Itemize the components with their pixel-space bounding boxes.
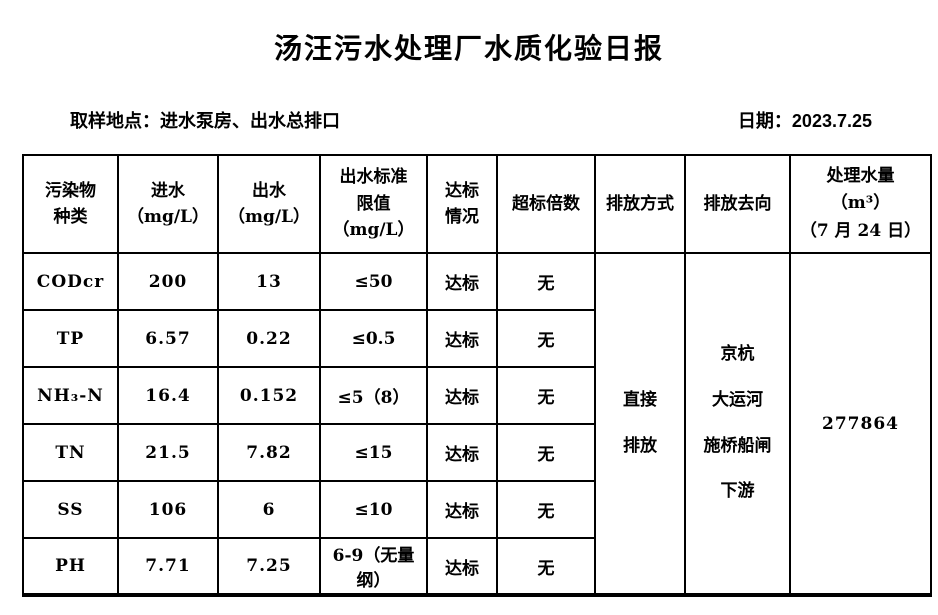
table-row-nh3n: NH₃-N 16.4 0.152 ≤5（8） 达标 无 <box>22 366 931 425</box>
pollutant-name: CODcr <box>22 252 119 311</box>
table-row-tp: TP 6.57 0.22 ≤0.5 达标 无 <box>22 309 931 368</box>
limit-value: ≤10 <box>319 480 428 539</box>
pollutant-name: NH₃-N <box>22 366 119 425</box>
col-header-discharge-method: 排放方式 <box>594 154 686 254</box>
limit-value: ≤5（8） <box>319 366 428 425</box>
pollutant-name: TP <box>22 309 119 368</box>
water-quality-table: 污染物 种类 进水 （mg/L） 出水 （mg/L） 出水标准 限值 （mg/L… <box>22 154 932 597</box>
inflow-value: 106 <box>117 480 219 539</box>
table-row-tn: TN 21.5 7.82 ≤15 达标 无 <box>22 423 931 482</box>
exceed-value: 无 <box>496 423 596 482</box>
inflow-value: 16.4 <box>117 366 219 425</box>
meta-row: 取样地点：进水泵房、出水总排口 日期：2023.7.25 <box>70 107 872 133</box>
report-date-label: 日期：2023.7.25 <box>737 111 872 131</box>
inflow-value: 7.71 <box>117 537 219 596</box>
limit-value: ≤0.5 <box>319 309 428 368</box>
table-row-ss: SS 106 6 ≤10 达标 无 <box>22 480 931 539</box>
status-value: 达标 <box>426 537 498 596</box>
col-header-discharge-destination: 排放去向 <box>684 154 791 254</box>
outflow-value: 0.152 <box>217 366 321 425</box>
col-header-limit: 出水标准 限值 （mg/L） <box>319 154 428 254</box>
status-value: 达标 <box>426 252 498 311</box>
status-value: 达标 <box>426 309 498 368</box>
discharge-method-cell: 直接 排放 <box>594 252 686 596</box>
inflow-value: 21.5 <box>117 423 219 482</box>
col-header-outflow: 出水 （mg/L） <box>217 154 321 254</box>
exceed-value: 无 <box>496 366 596 425</box>
discharge-destination-cell: 京杭 大运河 施桥船闸 下游 <box>684 252 791 596</box>
page-title: 汤汪污水处理厂水质化验日报 <box>273 33 664 64</box>
status-value: 达标 <box>426 480 498 539</box>
limit-value: ≤15 <box>319 423 428 482</box>
col-header-treated-volume: 处理水量 （m³） （7 月 24 日） <box>789 154 932 254</box>
outflow-value: 7.25 <box>217 537 321 596</box>
outflow-value: 6 <box>217 480 321 539</box>
limit-value: ≤50 <box>319 252 428 311</box>
exceed-value: 无 <box>496 537 596 596</box>
col-header-status: 达标 情况 <box>426 154 498 254</box>
status-value: 达标 <box>426 366 498 425</box>
outflow-value: 13 <box>217 252 321 311</box>
col-header-inflow: 进水 （mg/L） <box>117 154 219 254</box>
sampling-location-label: 取样地点：进水泵房、出水总排口 <box>70 111 340 131</box>
limit-value: 6-9（无量纲） <box>319 537 428 596</box>
outflow-value: 0.22 <box>217 309 321 368</box>
col-header-exceed: 超标倍数 <box>496 154 596 254</box>
pollutant-name: SS <box>22 480 119 539</box>
treated-volume-cell: 277864 <box>789 252 932 596</box>
pollutant-name: TN <box>22 423 119 482</box>
inflow-value: 200 <box>117 252 219 311</box>
inflow-value: 6.57 <box>117 309 219 368</box>
exceed-value: 无 <box>496 252 596 311</box>
exceed-value: 无 <box>496 309 596 368</box>
pollutant-name: PH <box>22 537 119 596</box>
outflow-value: 7.82 <box>217 423 321 482</box>
table-row-ph: PH 7.71 7.25 6-9（无量纲） 达标 无 <box>22 537 931 596</box>
col-header-pollutant: 污染物 种类 <box>22 154 119 254</box>
exceed-value: 无 <box>496 480 596 539</box>
table-row-codcr: CODcr 200 13 ≤50 达标 无 直接 排放 京杭 大运河 施桥船闸 … <box>22 252 932 596</box>
header-row: 污染物 种类 进水 （mg/L） 出水 （mg/L） 出水标准 限值 （mg/L… <box>22 154 932 254</box>
status-value: 达标 <box>426 423 498 482</box>
